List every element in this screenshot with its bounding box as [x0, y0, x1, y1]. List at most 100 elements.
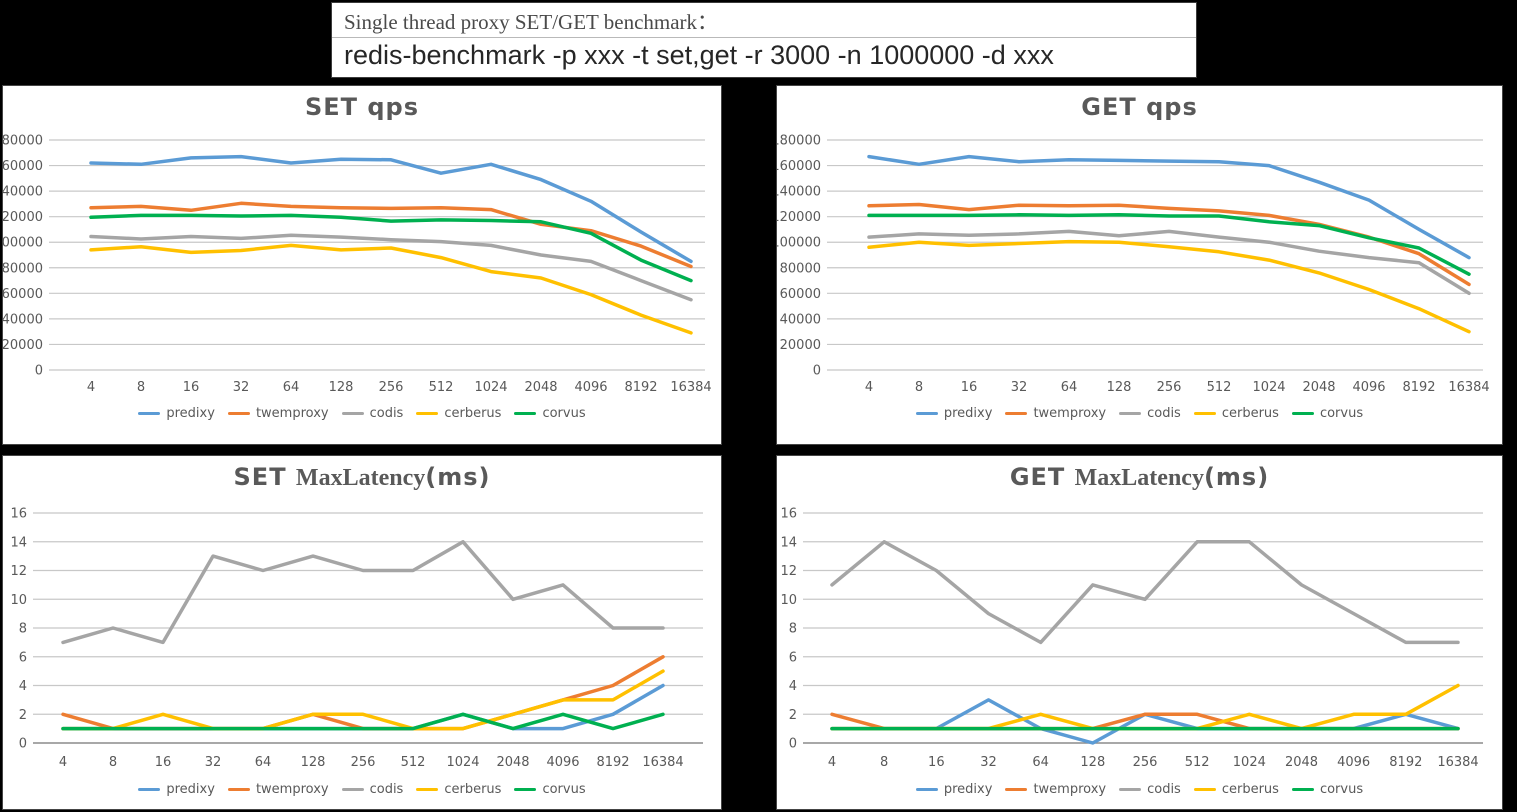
legend-item-cerberus: cerberus	[1193, 406, 1279, 421]
chart-panel-get-qps: GET qps 180000 160000 140000 120000 100000 800…	[776, 85, 1503, 445]
x-axis-label: 512	[1185, 755, 1210, 770]
x-axis-label: 16	[928, 755, 945, 770]
y-axis-label: 0	[813, 364, 821, 379]
benchmark-title-line1: Single thread proxy SET/GET benchmark：	[332, 3, 1196, 38]
get-latency-title: GET MaxLatency(ms)	[777, 463, 1502, 492]
legend-item-cerberus: cerberus	[416, 782, 501, 797]
x-axis-label: 8192	[596, 755, 629, 770]
legend-label: twemproxy	[255, 782, 329, 797]
legend-line-swatch-predixy	[915, 787, 938, 792]
series-line-corvus	[89, 213, 693, 283]
y-axis-label: 160000	[777, 159, 821, 174]
series-line-predixy	[867, 154, 1471, 260]
y-axis-label: 120000	[3, 210, 43, 225]
x-axis-label: 64	[1032, 755, 1049, 770]
x-axis-label: 32	[980, 755, 997, 770]
y-axis-label: 2	[789, 708, 797, 723]
set-qps-legend: predixy twemproxy codis cerberus corvus	[3, 406, 721, 421]
x-axis-label: 8	[137, 380, 145, 395]
y-axis-label: 16	[10, 507, 27, 522]
x-axis-label: 1024	[446, 755, 479, 770]
legend-label: codis	[1147, 782, 1181, 797]
set-qps-plot: 180000 160000 140000 120000 100000 80000 60000…	[3, 134, 712, 396]
legend-item-cerberus: cerberus	[1193, 782, 1279, 797]
benchmark-title-box: Single thread proxy SET/GET benchmark： r…	[331, 2, 1197, 78]
x-axis-label: 2048	[524, 380, 557, 395]
chart-panel-set-qps: SET qps 180000 160000 140000 120000 100000 800…	[2, 85, 722, 445]
y-axis-label: 160000	[3, 159, 43, 174]
x-axis-label: 4	[59, 755, 67, 770]
chart-title-part: SET	[233, 463, 296, 491]
x-axis-label: 128	[1080, 755, 1105, 770]
legend-item-predixy: predixy	[915, 406, 993, 421]
x-axis-label: 32	[205, 755, 222, 770]
legend-line-swatch-twemproxy	[227, 411, 250, 416]
series-line-codis	[867, 229, 1471, 296]
set-latency-legend: predixy twemproxy codis cerberus corvus	[3, 782, 721, 797]
legend-item-codis: codis	[341, 782, 403, 797]
legend-label: corvus	[1319, 406, 1364, 421]
y-axis-label: 6	[789, 650, 797, 665]
legend-item-corvus: corvus	[514, 406, 586, 421]
legend-line-swatch-codis	[341, 787, 364, 792]
legend-label: codis	[1147, 406, 1181, 421]
x-axis-label: 8192	[1402, 380, 1435, 395]
y-axis-label: 0	[35, 364, 43, 379]
x-axis-label: 16	[961, 380, 978, 395]
y-axis-label: 180000	[3, 134, 43, 149]
series-line-cerberus	[867, 239, 1471, 334]
legend-label: predixy	[943, 406, 993, 421]
x-axis-label: 512	[401, 755, 426, 770]
y-axis-label: 2	[19, 708, 27, 723]
legend-item-twemproxy: twemproxy	[1005, 782, 1106, 797]
legend-item-twemproxy: twemproxy	[1005, 406, 1106, 421]
x-axis-label: 128	[329, 380, 354, 395]
legend-line-swatch-cerberus	[416, 787, 439, 792]
x-axis-label: 4096	[546, 755, 579, 770]
legend-label: twemproxy	[1033, 782, 1107, 797]
chart-title-part: MaxLatency	[295, 465, 426, 491]
y-axis-label: 0	[19, 737, 27, 752]
x-axis-label: 64	[283, 380, 300, 395]
chart-title-part: GET	[1009, 463, 1075, 491]
x-axis-label: 256	[351, 755, 376, 770]
series-line-cerberus	[89, 243, 693, 335]
y-axis-label: 12	[10, 564, 27, 579]
y-axis-label: 180000	[777, 134, 821, 149]
legend-label: codis	[369, 406, 404, 421]
x-axis-label: 8192	[624, 380, 657, 395]
legend-line-swatch-cerberus	[1193, 411, 1216, 416]
y-axis-label: 10	[10, 593, 27, 608]
legend-line-swatch-twemproxy	[1005, 787, 1028, 792]
legend-line-swatch-corvus	[514, 411, 537, 416]
legend-line-swatch-twemproxy	[1005, 411, 1028, 416]
x-axis-label: 8	[880, 755, 888, 770]
y-axis-label: 4	[789, 679, 797, 694]
set-latency-title: SET MaxLatency(ms)	[3, 463, 721, 492]
y-axis-label: 20000	[780, 338, 821, 353]
x-axis-label: 2048	[496, 755, 529, 770]
y-axis-label: 100000	[3, 236, 43, 251]
y-axis-label: 60000	[780, 287, 821, 302]
legend-label: cerberus	[1221, 406, 1279, 421]
legend-label: cerberus	[1221, 782, 1279, 797]
legend-label: corvus	[542, 782, 586, 797]
x-axis-label: 1024	[1233, 755, 1266, 770]
y-axis-label: 20000	[3, 338, 43, 353]
x-axis-label: 4096	[1337, 755, 1370, 770]
y-axis-label: 8	[789, 622, 797, 637]
x-axis-label: 2048	[1302, 380, 1335, 395]
y-axis-label: 16	[780, 507, 797, 522]
x-axis-label: 16384	[670, 380, 711, 395]
legend-item-predixy: predixy	[138, 782, 215, 797]
x-axis-label: 16	[183, 380, 200, 395]
chart-title-part: (ms)	[1203, 463, 1270, 491]
x-axis-label: 1024	[1252, 380, 1285, 395]
x-axis-label: 16	[155, 755, 172, 770]
y-axis-label: 14	[10, 535, 27, 550]
get-qps-plot: 180000 160000 140000 120000 100000 80000 60000…	[777, 134, 1490, 396]
series-line-cerberus	[830, 683, 1460, 731]
y-axis-label: 14	[780, 535, 797, 550]
legend-item-predixy: predixy	[138, 406, 215, 421]
series-line-twemproxy	[89, 201, 693, 269]
